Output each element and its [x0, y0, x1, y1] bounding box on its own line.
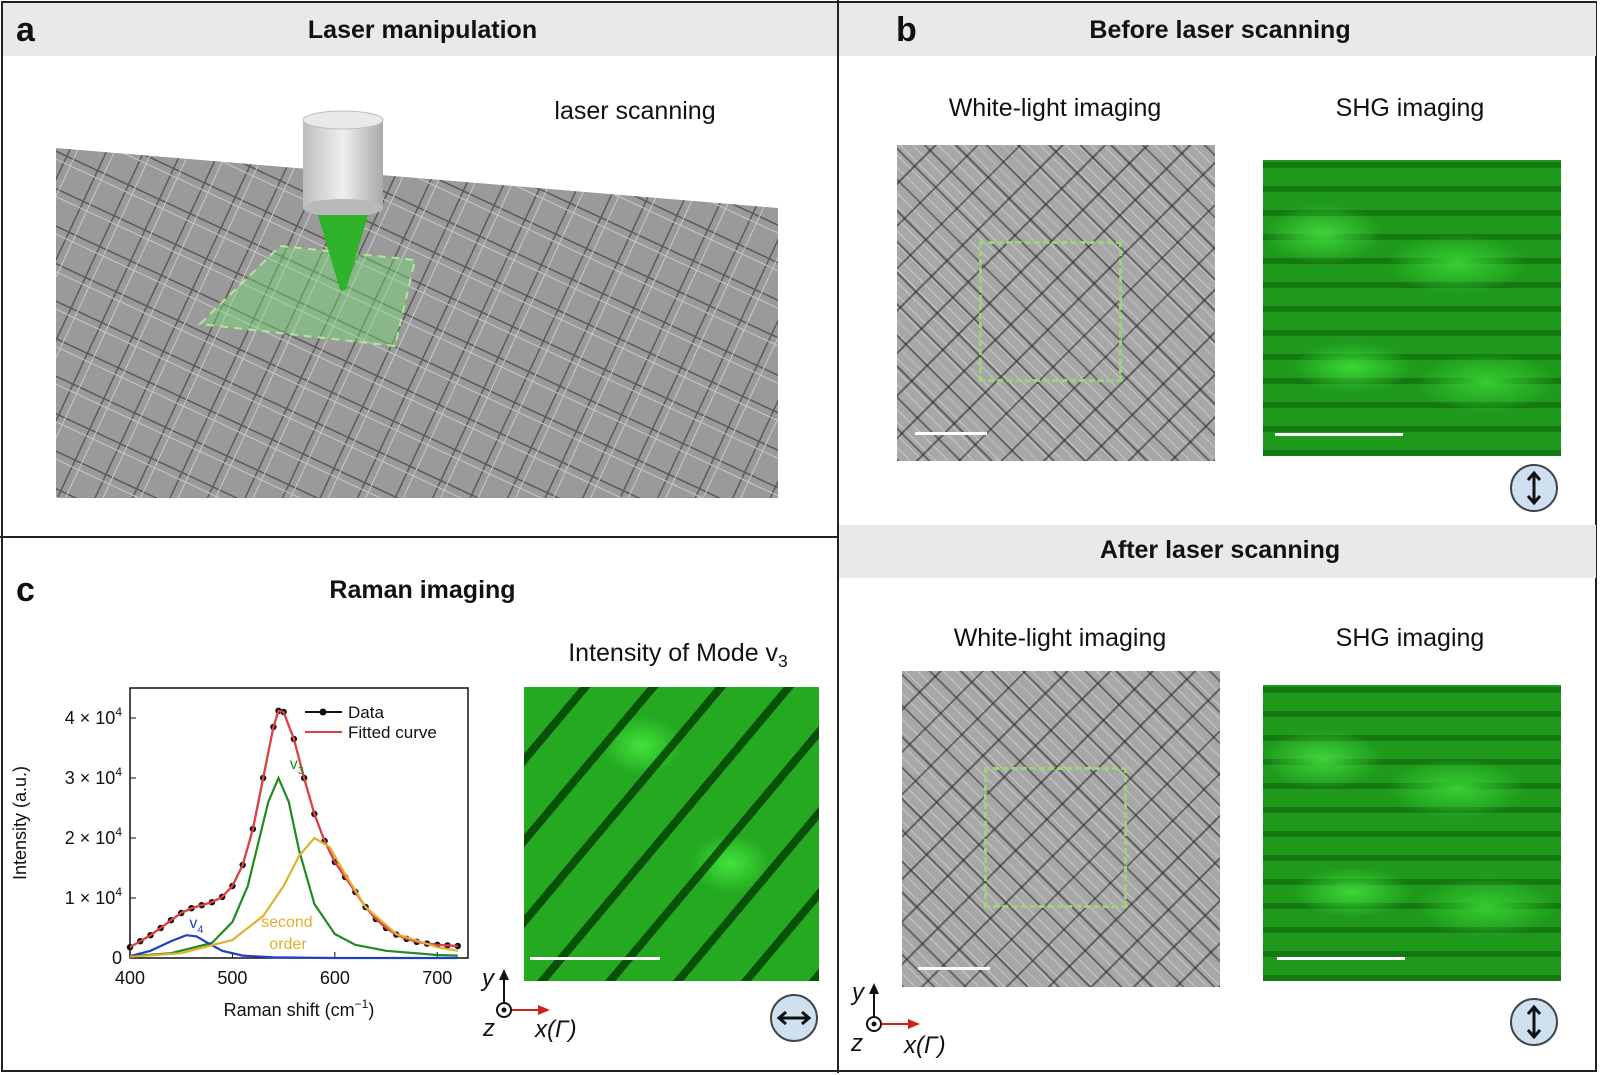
annotation-order: order [269, 936, 307, 953]
y-axis-label: Intensity (a.u.) [10, 766, 30, 880]
scale-bar [915, 432, 987, 435]
y-tick-label: 0 [112, 948, 122, 968]
legend-label: Fitted curve [348, 723, 437, 742]
raman-map-title: Intensity of Mode v3 [533, 639, 823, 672]
axis-z-label: z [483, 1015, 495, 1042]
annotation-second: second [261, 914, 313, 931]
sample-surface [56, 148, 778, 498]
legend-label: Data [348, 703, 384, 722]
coordinate-axes-icon [866, 983, 920, 1032]
before-title: Before laser scanning [1089, 16, 1351, 44]
x-tick-label: 400 [115, 968, 145, 988]
scale-bar [530, 957, 660, 960]
raman-map-title-text: Intensity of Mode v [568, 639, 779, 667]
panel-c-label: c [16, 571, 35, 609]
raman-spectrum-chart: 400 500 600 700 0 1 × 104 2 × 104 3 × 104 4 × 10… [10, 687, 469, 1020]
objective-lens [303, 120, 383, 208]
divider-horizontal-left [0, 536, 838, 538]
coordinate-axes-icon [496, 969, 550, 1018]
series-line-second-order [129, 836, 458, 958]
before-white-light-title: White-light imaging [948, 94, 1162, 122]
axis-y-label: y [482, 965, 494, 992]
panel-b-after-header [839, 525, 1596, 578]
raman-map-title-subscript: 3 [778, 651, 788, 672]
axis-y-label: y [852, 979, 864, 1006]
scale-bar [1277, 957, 1405, 960]
panel-a-title: Laser manipulation [307, 16, 538, 44]
before-shg-title: SHG imaging [1335, 94, 1485, 122]
y-tick-label: 1 × 104 [65, 885, 123, 908]
y-tick-label: 2 × 104 [65, 825, 123, 848]
y-tick-label: 3 × 104 [65, 765, 123, 788]
x-axis-label: Raman shift (cm−1) [224, 997, 375, 1020]
panel-a-header [3, 3, 837, 56]
objective-lens-top [302, 110, 384, 130]
after-white-light-image [902, 671, 1220, 987]
scale-bar [918, 967, 990, 970]
before-white-light-image [897, 145, 1215, 461]
axis-x-label: x(Γ) [904, 1032, 946, 1059]
scale-bar [1275, 433, 1403, 436]
scan-region-outline [984, 767, 1127, 908]
x-tick-label: 600 [320, 968, 350, 988]
legend-marker [319, 708, 327, 716]
laser-beam [318, 215, 368, 290]
divider-vertical [837, 0, 839, 1073]
axis-x-label: x(Γ) [535, 1016, 577, 1043]
panel-b-header [839, 3, 1596, 56]
polarization-vertical-icon [1510, 464, 1558, 512]
after-shg-image [1263, 685, 1561, 981]
annotation-v4: v4 [189, 915, 203, 936]
after-white-light-title: White-light imaging [953, 624, 1167, 652]
series-line-v3 [129, 775, 458, 958]
x-tick-label: 700 [422, 968, 452, 988]
panel-b-label: b [896, 11, 917, 49]
scan-area [197, 244, 417, 348]
series-line-v4 [129, 934, 458, 960]
after-shg-title: SHG imaging [1335, 624, 1485, 652]
before-shg-image [1263, 160, 1561, 456]
after-title: After laser scanning [1099, 536, 1341, 564]
annotation-v3: v3 [290, 756, 304, 777]
laser-manipulation-illustration [56, 110, 778, 498]
axis-z-label: z [851, 1030, 863, 1057]
panel-c-title: Raman imaging [329, 576, 516, 604]
laser-scanning-annotation: laser scanning [554, 97, 716, 125]
x-tick-label: 500 [217, 968, 247, 988]
polarization-horizontal-icon [770, 994, 818, 1042]
panel-a-label: a [16, 11, 35, 49]
raman-intensity-map [524, 687, 819, 981]
scan-region-outline [979, 241, 1122, 382]
polarization-vertical-icon [1510, 998, 1558, 1046]
y-tick-label: 4 × 104 [65, 705, 123, 728]
